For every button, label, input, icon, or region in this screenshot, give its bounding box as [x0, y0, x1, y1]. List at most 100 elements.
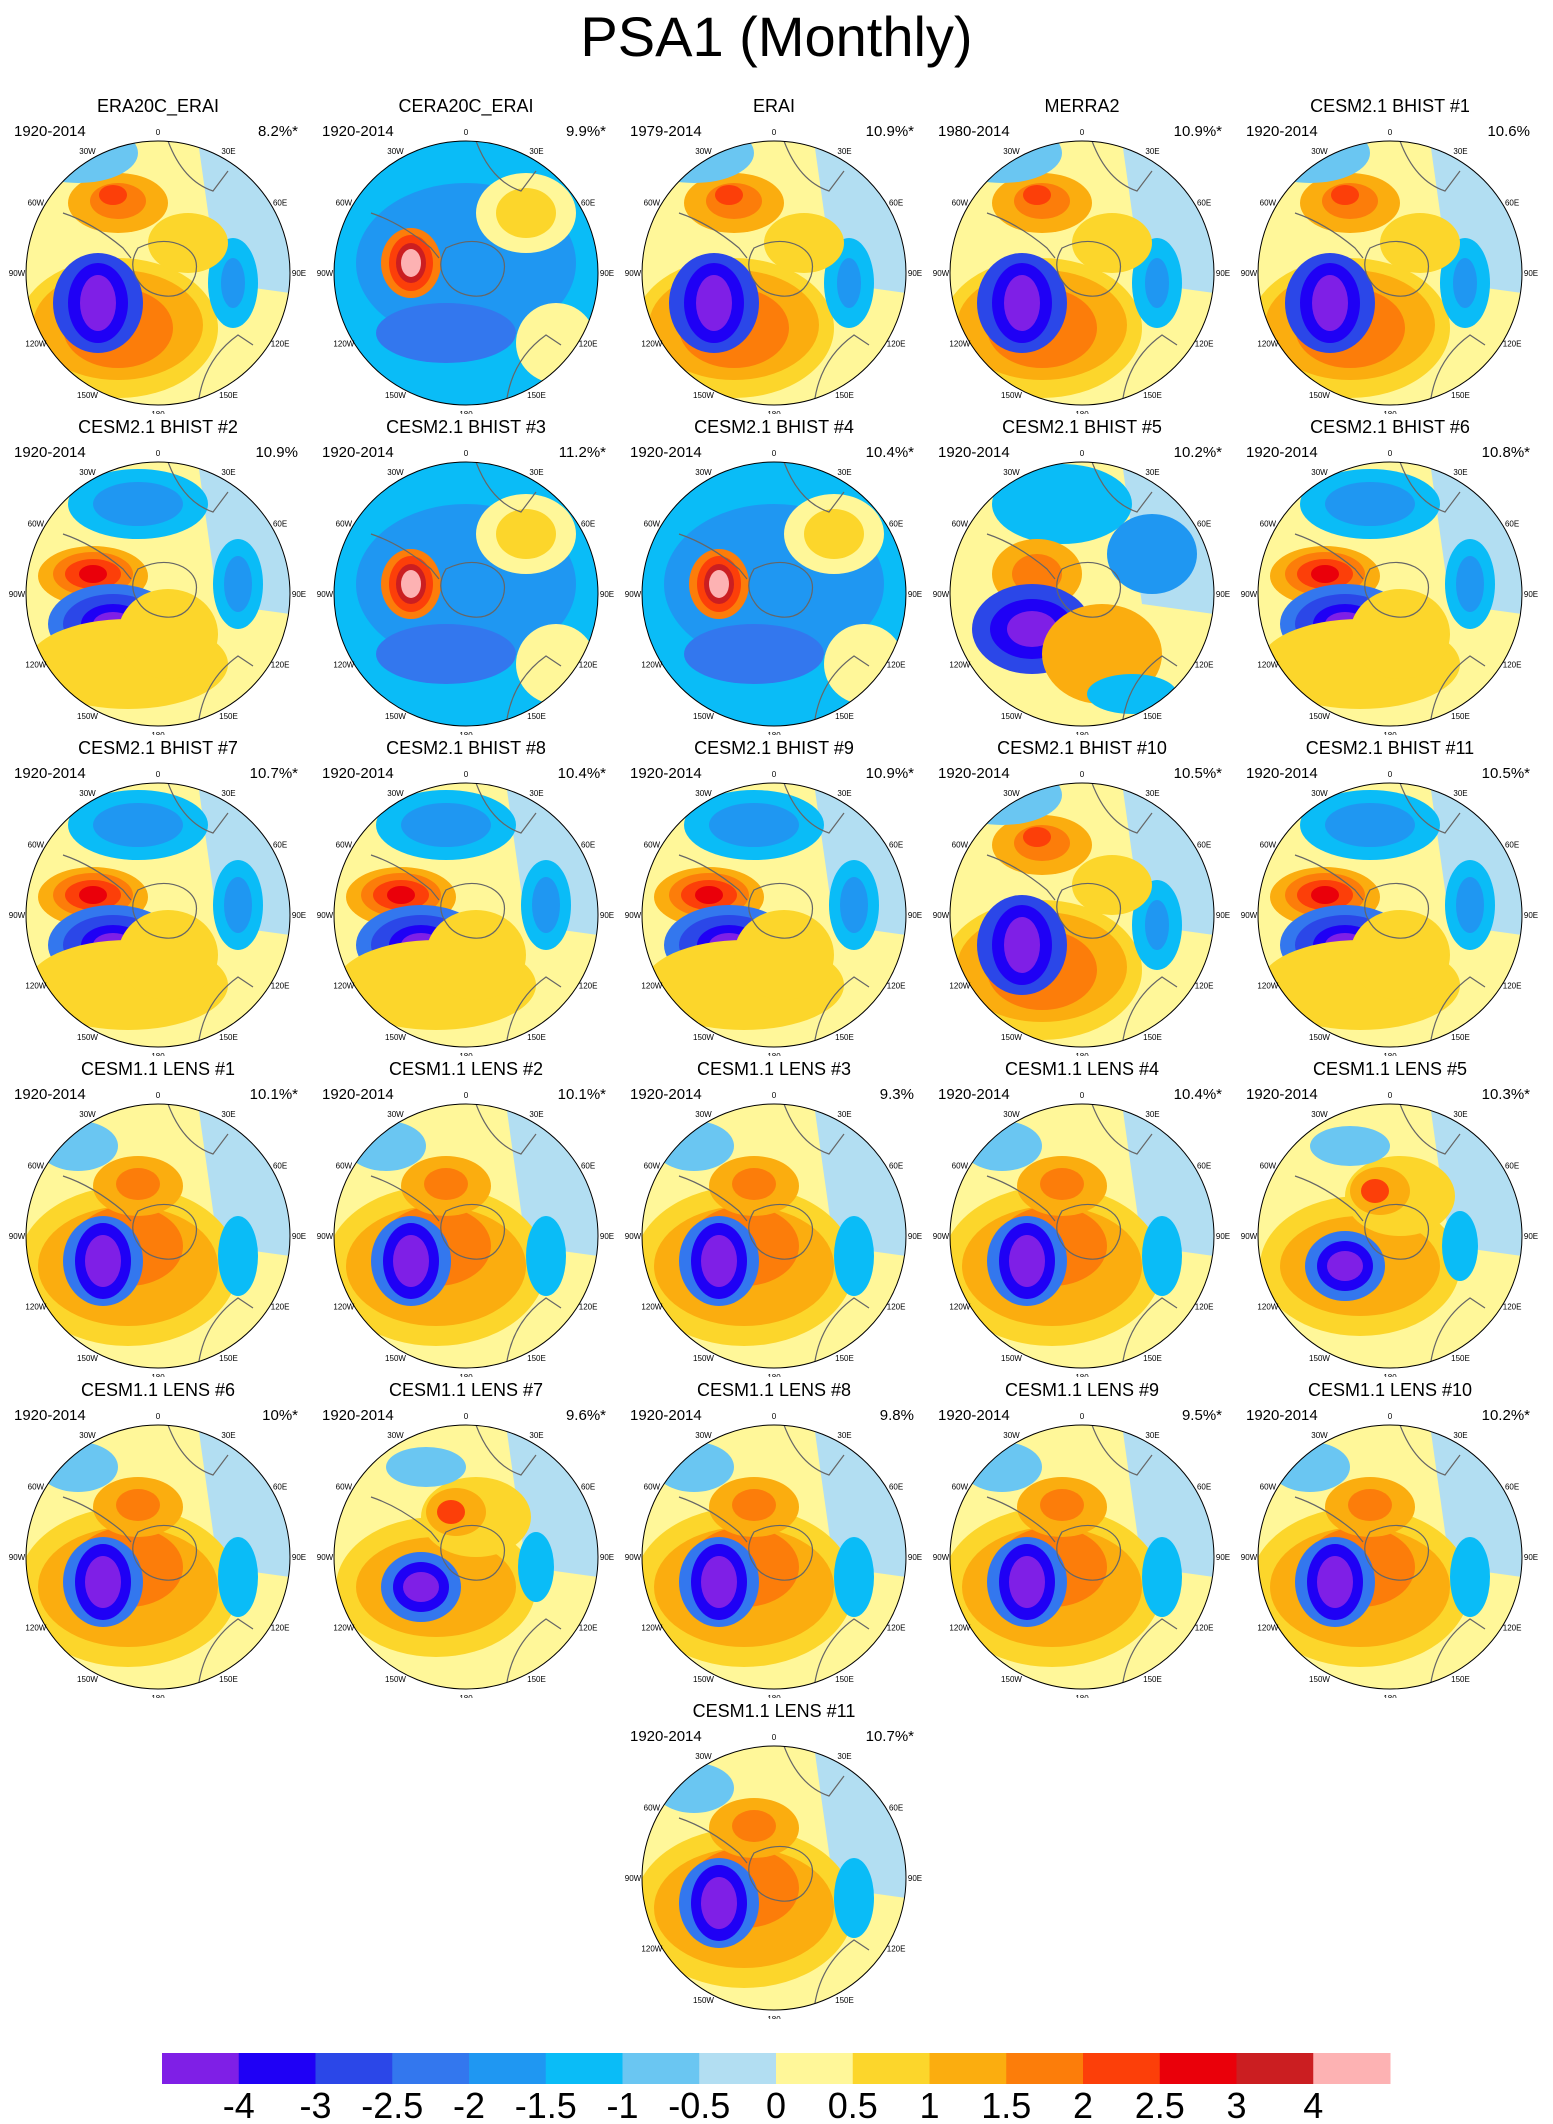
panel-variance: 10.7%* [249, 765, 298, 782]
africa-coastline [783, 1104, 845, 1155]
longitude-label: 60E [581, 199, 595, 208]
longitude-label: 120W [641, 340, 662, 349]
south-america-coastline [62, 1496, 132, 1543]
longitude-label: 180 [767, 1694, 781, 1698]
polar-map: 0 30E 60E 90E 120E 150E 180 150W 120W 90W 60W 30W [933, 128, 1230, 414]
map-panel: ERA20C_ERAI 1920-2014 8.2%* 0 30E 60E 90E 120E 1… [8, 96, 308, 414]
panel-title: CESM2.1 BHIST #10 [997, 738, 1167, 758]
longitude-label: 90W [317, 1553, 334, 1562]
longitude-label: 90E [1524, 269, 1538, 278]
longitude-label: 150E [527, 391, 546, 400]
australia-coastline [197, 655, 254, 726]
map-border [25, 1103, 291, 1369]
longitude-label: 60E [1197, 1483, 1211, 1492]
anomaly-contour [376, 303, 516, 363]
map-panel: CESM2.1 BHIST #11 1920-2014 10.5%* 0 30E 60E 9… [1240, 738, 1540, 1056]
longitude-label: 60W [28, 199, 45, 208]
anomaly-contour [1040, 1168, 1084, 1200]
longitude-label: 120W [1257, 1303, 1278, 1312]
south-america-coastline [1294, 212, 1364, 259]
longitude-label: 150W [385, 1033, 406, 1042]
longitude-label: 90E [908, 1232, 922, 1241]
anomaly-contour [715, 185, 743, 205]
africa-coastline [475, 783, 537, 834]
anomaly-contour [79, 886, 107, 904]
longitude-label: 30E [1453, 147, 1467, 156]
africa-coastline [1399, 1425, 1461, 1476]
longitude-label: 0 [1388, 1412, 1393, 1421]
longitude-label: 180 [151, 1373, 165, 1377]
longitude-label: 120W [333, 982, 354, 991]
panel-title: ERA20C_ERAI [96, 96, 220, 116]
colorbar-tick-label: 3 [1226, 2085, 1246, 2124]
longitude-label: 120W [333, 1303, 354, 1312]
panel-variance: 10.3%* [1481, 1086, 1530, 1103]
panel-period: 1920-2014 [322, 1086, 394, 1103]
longitude-label: 0 [1080, 1412, 1085, 1421]
africa-coastline [1399, 141, 1461, 192]
longitude-label: 30E [221, 468, 235, 477]
south-america-coastline [62, 533, 132, 580]
colorbar-tick-label: -2 [453, 2085, 485, 2124]
australia-coastline [1429, 976, 1486, 1047]
colorbar-tick-label: 2 [1073, 2085, 1093, 2124]
longitude-label: 30W [79, 468, 96, 477]
anomaly-contour [1145, 258, 1169, 308]
longitude-label: 120W [333, 1624, 354, 1633]
map-border [1257, 461, 1523, 727]
longitude-label: 150W [77, 1675, 98, 1684]
longitude-label: 120E [271, 1303, 290, 1312]
longitude-label: 60W [952, 1483, 969, 1492]
longitude-label: 60W [336, 1162, 353, 1171]
longitude-label: 150E [1451, 1033, 1470, 1042]
panel-period: 1920-2014 [322, 1407, 394, 1424]
polar-map: 0 30E 60E 90E 120E 150E 180 150W 120W 90W 60W 30W [933, 1412, 1230, 1698]
anomaly-contour [1012, 554, 1062, 594]
panel-title: CESM2.1 BHIST #3 [386, 417, 546, 437]
longitude-label: 150W [77, 712, 98, 721]
anomaly-contour [1023, 185, 1051, 205]
longitude-label: 60W [1260, 1483, 1277, 1492]
longitude-label: 90E [1216, 590, 1230, 599]
panel-period: 1920-2014 [14, 765, 86, 782]
longitude-label: 90E [1216, 1553, 1230, 1562]
anomaly-contour [734, 910, 834, 1000]
longitude-label: 30W [1311, 1110, 1328, 1119]
colorbar-tick-label: 0.5 [828, 2085, 878, 2124]
anomaly-contour [1311, 565, 1339, 583]
south-america-coastline [678, 1817, 748, 1864]
map-border [949, 1103, 1215, 1369]
longitude-label: 180 [767, 410, 781, 414]
longitude-label: 30W [387, 1431, 404, 1440]
panel-variance: 10.9%* [865, 123, 914, 140]
panel-variance: 10.9% [255, 444, 298, 461]
map-panel: CESM2.1 BHIST #5 1920-2014 10.2%* 0 30E 60E 90… [932, 417, 1232, 735]
antarctica-coastline [440, 1203, 506, 1260]
panel-period: 1920-2014 [322, 765, 394, 782]
longitude-label: 0 [1388, 1091, 1393, 1100]
australia-coastline [505, 976, 562, 1047]
longitude-label: 90W [317, 269, 334, 278]
longitude-label: 90E [908, 1874, 922, 1883]
anomaly-contour [1380, 213, 1460, 273]
map-panel: CESM1.1 LENS #2 1920-2014 10.1%* 0 30E 60E 90E… [316, 1059, 616, 1377]
colorbar-tick-label: 1 [919, 2085, 939, 2124]
map-border [333, 782, 599, 1048]
colorbar-swatch [1006, 2053, 1084, 2084]
anomaly-contour [85, 1235, 121, 1287]
africa-coastline [1091, 462, 1153, 513]
anomaly-contour [992, 464, 1132, 544]
map-border [1257, 140, 1523, 406]
longitude-label: 90E [292, 1232, 306, 1241]
longitude-label: 120E [271, 340, 290, 349]
antarctica-coastline [1056, 240, 1122, 297]
longitude-label: 90E [292, 269, 306, 278]
australia-coastline [1121, 334, 1178, 405]
africa-coastline [783, 1746, 845, 1797]
polar-map: 0 30E 60E 90E 120E 150E 180 150W 120W 90W 60W 30W [1241, 128, 1538, 414]
south-america-coastline [986, 1496, 1056, 1543]
longitude-label: 60W [336, 1483, 353, 1492]
longitude-label: 120W [25, 340, 46, 349]
